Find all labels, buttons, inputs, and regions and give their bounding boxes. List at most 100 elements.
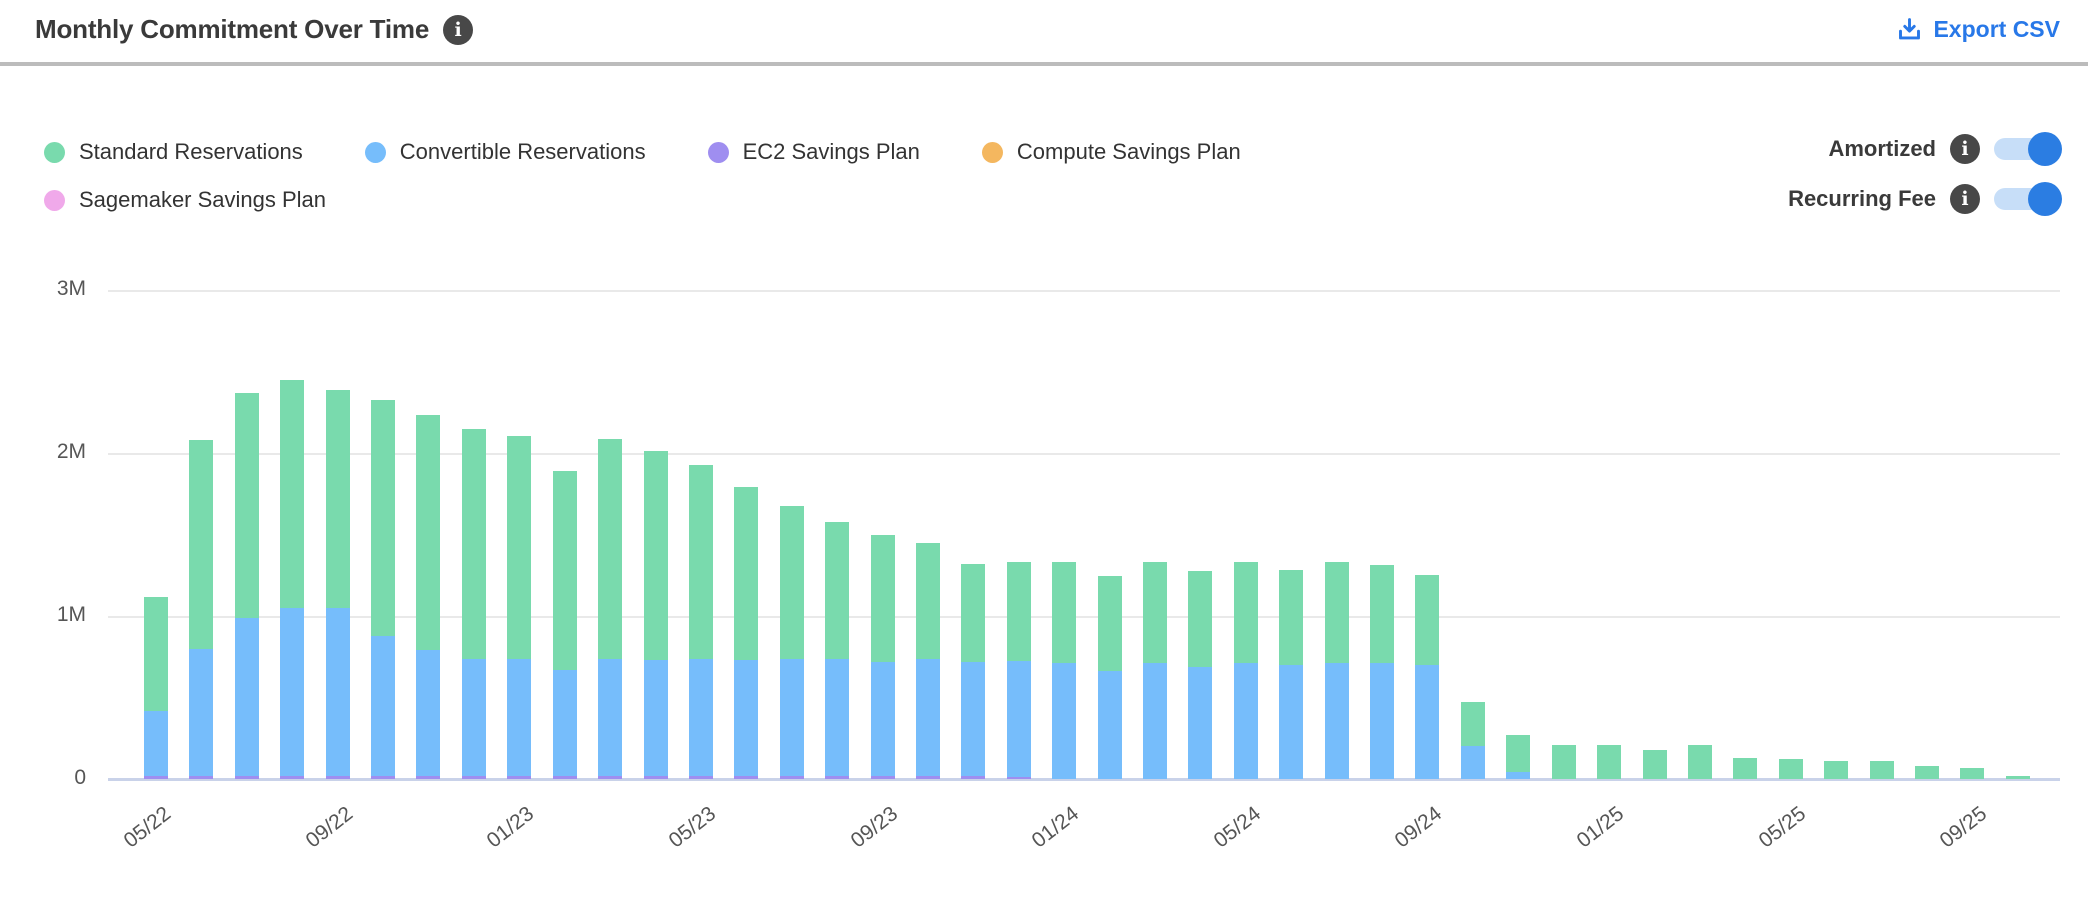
bar-segment-standard-reservations (598, 439, 623, 659)
bar-02/24 (1097, 576, 1122, 779)
bar-segment-convertible-reservations (371, 636, 396, 776)
bar-segment-convertible-reservations (870, 662, 895, 776)
bar-segment-standard-reservations (1960, 768, 1985, 779)
recurring-fee-toggle[interactable] (1994, 182, 2062, 216)
bar-segment-convertible-reservations (1460, 746, 1485, 779)
bar-segment-standard-reservations (325, 390, 350, 608)
bar-segment-convertible-reservations (507, 659, 532, 776)
x-tick-label-05/23: 05/23 (664, 802, 721, 853)
bar-01/24 (1052, 562, 1077, 779)
bar-segment-standard-reservations (779, 506, 804, 659)
bar-segment-ec2-savings-plan (870, 776, 895, 779)
bar-segment-convertible-reservations (688, 659, 713, 776)
legend-label: EC2 Savings Plan (742, 139, 920, 164)
bar-segment-convertible-reservations (552, 670, 577, 776)
bar-segment-standard-reservations (870, 535, 895, 662)
bar-segment-standard-reservations (1642, 750, 1667, 779)
y-tick-label: 2M (56, 440, 86, 463)
bar-segment-ec2-savings-plan (461, 776, 486, 779)
amortized-toggle[interactable] (1994, 132, 2062, 166)
amortized-label: Amortized (1828, 136, 1936, 161)
bar-segment-convertible-reservations (1233, 663, 1258, 779)
legend-item-ec2-savings-plan[interactable]: EC2 Savings Plan (707, 136, 920, 168)
bar-segment-standard-reservations (280, 380, 305, 608)
bar-07/23 (779, 506, 804, 779)
x-tick-label-01/24: 01/24 (1027, 802, 1084, 853)
bar-segment-ec2-savings-plan (961, 776, 986, 779)
recurring-fee-toggle-row: Recurring Fee i (1788, 182, 2062, 216)
bar-10/24 (1460, 702, 1485, 779)
x-tick-label-09/24: 09/24 (1391, 802, 1447, 853)
legend-dot-icon (981, 141, 1003, 163)
bar-03/24 (1143, 562, 1168, 779)
toggle-knob (2028, 132, 2062, 166)
bar-segment-convertible-reservations (461, 659, 486, 776)
bar-segment-standard-reservations (1279, 570, 1304, 665)
y-tick-label: 3M (56, 277, 86, 300)
bar-segment-standard-reservations (1597, 745, 1622, 779)
bar-09/25 (1960, 768, 1985, 779)
x-axis-line (108, 778, 2060, 781)
bar-06/24 (1279, 570, 1304, 779)
bar-segment-ec2-savings-plan (280, 776, 305, 779)
bar-segment-convertible-reservations (1143, 663, 1168, 779)
bar-segment-standard-reservations (1052, 562, 1077, 663)
bar-01/25 (1597, 745, 1622, 779)
bar-segment-convertible-reservations (144, 711, 168, 776)
gridline-2M (108, 453, 2060, 455)
bar-05/25 (1778, 759, 1803, 779)
amortized-toggle-row: Amortized i (1788, 132, 2062, 166)
recurring-fee-info-icon[interactable]: i (1950, 184, 1980, 214)
bar-segment-ec2-savings-plan (734, 776, 759, 779)
export-csv-label: Export CSV (1933, 16, 2060, 42)
chart-legend: Standard Reservations Convertible Reserva… (44, 136, 1544, 216)
export-csv-button[interactable]: Export CSV (1896, 16, 2060, 43)
bar-02/23 (552, 471, 577, 779)
bar-segment-standard-reservations (1097, 576, 1122, 671)
bar-segment-ec2-savings-plan (371, 776, 396, 779)
bar-07/25 (1869, 761, 1894, 779)
bar-11/24 (1506, 735, 1531, 779)
bar-segment-convertible-reservations (1370, 663, 1395, 779)
bar-segment-convertible-reservations (1324, 663, 1349, 779)
bar-segment-convertible-reservations (1097, 671, 1122, 779)
amortized-info-icon[interactable]: i (1950, 134, 1980, 164)
bar-segment-ec2-savings-plan (598, 776, 623, 779)
x-tick-label-09/25: 09/25 (1935, 802, 1992, 853)
bar-06/22 (189, 440, 214, 779)
bar-segment-standard-reservations (1869, 761, 1894, 779)
bar-segment-standard-reservations (688, 465, 713, 659)
bar-segment-convertible-reservations (325, 608, 350, 776)
bar-11/23 (961, 564, 986, 779)
title-info-icon[interactable]: i (443, 14, 474, 45)
bar-segment-ec2-savings-plan (688, 776, 713, 779)
bar-10/25 (2005, 776, 2030, 779)
bar-segment-convertible-reservations (416, 650, 441, 776)
gridline-3M (108, 290, 2060, 292)
legend-item-standard-reservations[interactable]: Standard Reservations (44, 136, 303, 168)
bar-08/24 (1370, 565, 1395, 779)
legend-label: Compute Savings Plan (1016, 139, 1241, 164)
legend-item-sagemaker-savings-plan[interactable]: Sagemaker Savings Plan (44, 184, 326, 216)
bar-segment-standard-reservations (915, 543, 940, 659)
bar-segment-standard-reservations (1687, 745, 1712, 779)
bar-segment-standard-reservations (1914, 766, 1939, 779)
bar-segment-convertible-reservations (779, 659, 804, 776)
bar-segment-ec2-savings-plan (552, 776, 577, 779)
legend-item-convertible-reservations[interactable]: Convertible Reservations (364, 136, 646, 168)
bar-segment-standard-reservations (1460, 702, 1485, 746)
legend-dot-icon (364, 141, 386, 163)
bar-segment-standard-reservations (507, 436, 532, 659)
x-tick-label-05/24: 05/24 (1209, 802, 1265, 853)
bar-segment-ec2-savings-plan (234, 776, 259, 779)
bar-03/25 (1687, 745, 1712, 779)
legend-item-compute-savings-plan[interactable]: Compute Savings Plan (981, 136, 1241, 168)
bar-09/23 (870, 535, 895, 779)
x-tick-label-09/22: 09/22 (301, 802, 357, 853)
bar-segment-ec2-savings-plan (1006, 777, 1031, 779)
bar-segment-standard-reservations (552, 471, 577, 670)
bar-12/22 (461, 429, 486, 779)
bar-segment-standard-reservations (1824, 761, 1849, 779)
bar-segment-convertible-reservations (734, 660, 759, 776)
